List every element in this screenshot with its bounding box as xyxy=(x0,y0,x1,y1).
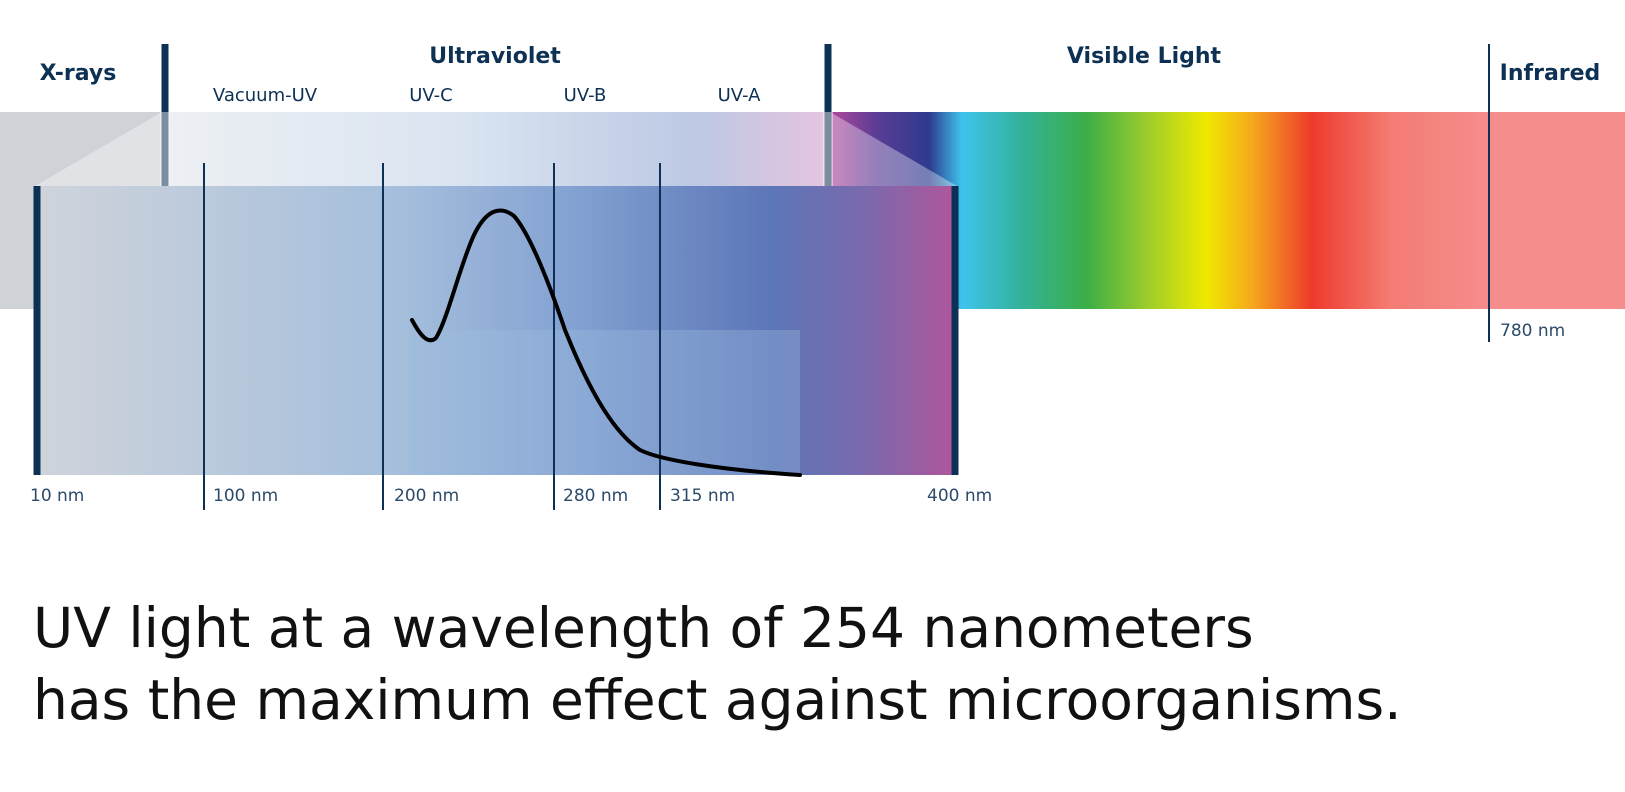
region-dividers xyxy=(161,44,1490,342)
uvc-highlight xyxy=(410,330,800,475)
caption: UV light at a wavelength of 254 nanomete… xyxy=(33,592,1402,736)
label-vacuum-uv: Vacuum-UV xyxy=(213,85,318,106)
tick-200nm: 200 nm xyxy=(394,486,459,506)
label-ultraviolet: Ultraviolet xyxy=(429,44,561,69)
tick-100nm: 100 nm xyxy=(213,486,278,506)
label-infrared: Infrared xyxy=(1500,61,1601,86)
label-xrays: X-rays xyxy=(40,61,117,86)
region-labels: X-rays Ultraviolet Visible Light Infrare… xyxy=(40,44,1601,86)
label-uv-b: UV-B xyxy=(564,85,607,106)
divider-fade xyxy=(160,112,170,186)
zoom-projection xyxy=(35,112,957,186)
tick-10nm: 10 nm xyxy=(30,486,84,506)
label-uv-c: UV-C xyxy=(409,85,453,106)
label-visible-light: Visible Light xyxy=(1067,44,1222,69)
tick-280nm: 280 nm xyxy=(563,486,628,506)
divider-fade xyxy=(823,112,833,186)
tick-780nm: 780 nm xyxy=(1500,321,1565,341)
tick-400nm: 400 nm xyxy=(927,486,992,506)
wavelength-tick-labels: 10 nm 100 nm 200 nm 280 nm 315 nm 400 nm… xyxy=(30,321,1565,506)
uv-scale-lines xyxy=(33,163,959,510)
infrared-band xyxy=(1489,112,1625,309)
label-uv-a: UV-A xyxy=(718,85,762,106)
uv-band-labels: Vacuum-UV UV-C UV-B UV-A xyxy=(213,85,761,106)
uv-zoom-panel xyxy=(35,186,957,475)
caption-line-2: has the maximum effect against microorga… xyxy=(33,668,1402,732)
germicidal-effectiveness-curve xyxy=(410,208,802,477)
caption-line-1: UV light at a wavelength of 254 nanomete… xyxy=(33,596,1254,660)
tick-315nm: 315 nm xyxy=(670,486,735,506)
